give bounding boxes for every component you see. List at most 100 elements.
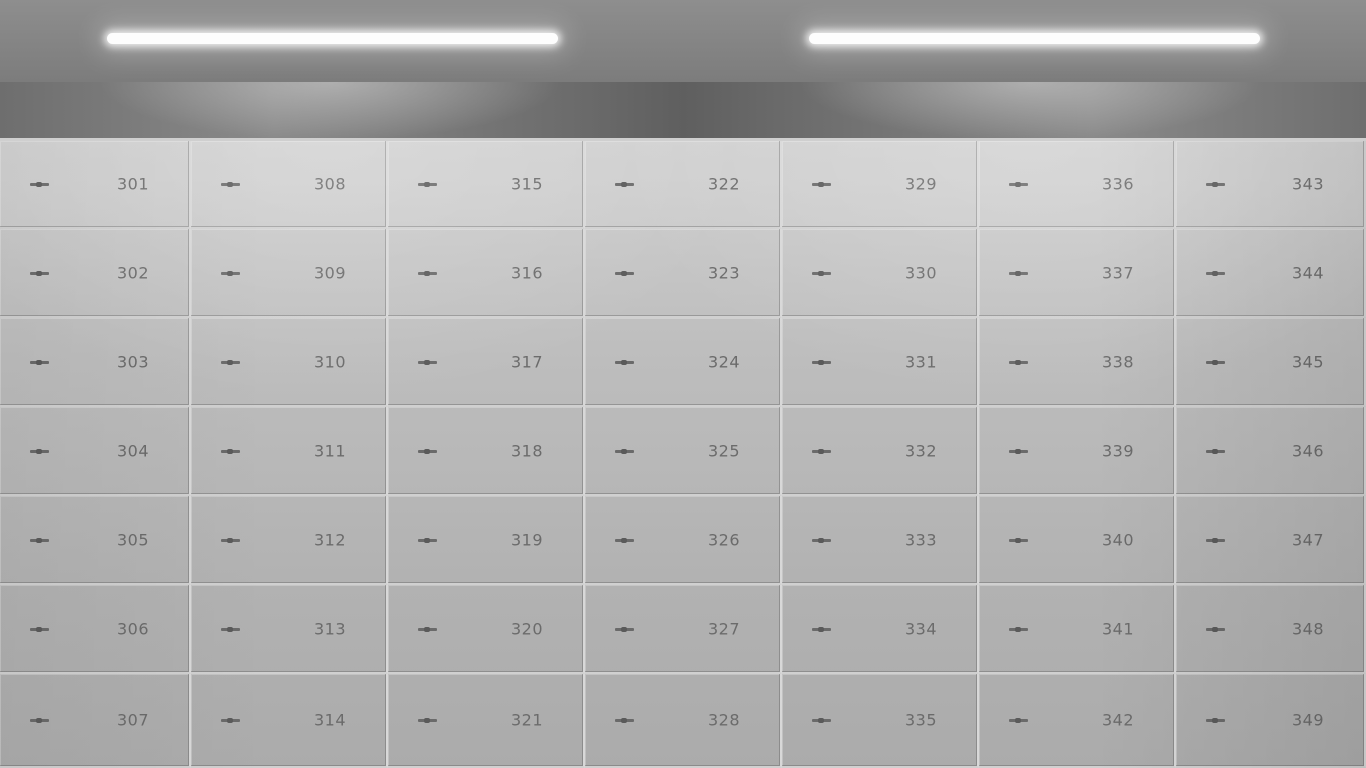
handle-icon[interactable] [1009, 182, 1028, 187]
handle-icon[interactable] [30, 718, 49, 723]
handle-icon[interactable] [1206, 537, 1225, 543]
locker-333[interactable]: 333 [782, 496, 979, 585]
handle-icon[interactable] [30, 182, 49, 187]
locker-324[interactable]: 324 [585, 318, 782, 407]
handle-icon[interactable] [1206, 718, 1225, 723]
handle-icon[interactable] [812, 537, 831, 543]
locker-344[interactable]: 344 [1176, 229, 1366, 318]
handle-icon[interactable] [221, 718, 240, 723]
handle-icon[interactable] [812, 182, 831, 187]
locker-315[interactable]: 315 [388, 141, 585, 229]
locker-318[interactable]: 318 [388, 407, 585, 496]
locker-345[interactable]: 345 [1176, 318, 1366, 407]
locker-325[interactable]: 325 [585, 407, 782, 496]
locker-322[interactable]: 322 [585, 141, 782, 229]
locker-number: 302 [116, 263, 149, 282]
locker-311[interactable]: 311 [191, 407, 388, 496]
handle-icon[interactable] [615, 718, 634, 723]
locker-305[interactable]: 305 [0, 496, 191, 585]
locker-343[interactable]: 343 [1176, 141, 1366, 229]
locker-342[interactable]: 342 [979, 674, 1176, 768]
locker-307[interactable]: 307 [0, 674, 191, 768]
handle-icon[interactable] [812, 270, 831, 276]
locker-310[interactable]: 310 [191, 318, 388, 407]
handle-icon[interactable] [418, 359, 437, 365]
locker-317[interactable]: 317 [388, 318, 585, 407]
locker-316[interactable]: 316 [388, 229, 585, 318]
handle-icon[interactable] [221, 359, 240, 365]
handle-icon[interactable] [221, 626, 240, 632]
locker-326[interactable]: 326 [585, 496, 782, 585]
handle-icon[interactable] [30, 270, 49, 276]
locker-334[interactable]: 334 [782, 585, 979, 674]
locker-309[interactable]: 309 [191, 229, 388, 318]
handle-icon[interactable] [1206, 359, 1225, 365]
locker-329[interactable]: 329 [782, 141, 979, 229]
handle-icon[interactable] [30, 448, 49, 454]
handle-icon[interactable] [1009, 270, 1028, 276]
locker-332[interactable]: 332 [782, 407, 979, 496]
locker-330[interactable]: 330 [782, 229, 979, 318]
handle-icon[interactable] [221, 182, 240, 187]
handle-icon[interactable] [221, 270, 240, 276]
locker-341[interactable]: 341 [979, 585, 1176, 674]
handle-icon[interactable] [221, 537, 240, 543]
locker-335[interactable]: 335 [782, 674, 979, 768]
locker-331[interactable]: 331 [782, 318, 979, 407]
handle-icon[interactable] [418, 448, 437, 454]
handle-icon[interactable] [615, 359, 634, 365]
locker-346[interactable]: 346 [1176, 407, 1366, 496]
handle-icon[interactable] [418, 182, 437, 187]
locker-302[interactable]: 302 [0, 229, 191, 318]
handle-icon[interactable] [221, 448, 240, 454]
locker-347[interactable]: 347 [1176, 496, 1366, 585]
locker-337[interactable]: 337 [979, 229, 1176, 318]
locker-338[interactable]: 338 [979, 318, 1176, 407]
handle-icon[interactable] [1009, 626, 1028, 632]
handle-icon[interactable] [1009, 448, 1028, 454]
locker-319[interactable]: 319 [388, 496, 585, 585]
handle-icon[interactable] [812, 718, 831, 723]
handle-icon[interactable] [418, 626, 437, 632]
handle-icon[interactable] [615, 270, 634, 276]
handle-icon[interactable] [812, 448, 831, 454]
locker-348[interactable]: 348 [1176, 585, 1366, 674]
locker-308[interactable]: 308 [191, 141, 388, 229]
handle-icon[interactable] [1206, 448, 1225, 454]
handle-icon[interactable] [1009, 718, 1028, 723]
locker-327[interactable]: 327 [585, 585, 782, 674]
locker-336[interactable]: 336 [979, 141, 1176, 229]
locker-number: 316 [510, 263, 543, 282]
handle-icon[interactable] [418, 718, 437, 723]
handle-icon[interactable] [615, 182, 634, 187]
locker-323[interactable]: 323 [585, 229, 782, 318]
handle-icon[interactable] [1009, 537, 1028, 543]
handle-icon[interactable] [812, 626, 831, 632]
handle-icon[interactable] [30, 626, 49, 632]
locker-303[interactable]: 303 [0, 318, 191, 407]
locker-328[interactable]: 328 [585, 674, 782, 768]
locker-304[interactable]: 304 [0, 407, 191, 496]
locker-301[interactable]: 301 [0, 141, 191, 229]
handle-icon[interactable] [1009, 359, 1028, 365]
handle-icon[interactable] [30, 359, 49, 365]
handle-icon[interactable] [615, 626, 634, 632]
handle-icon[interactable] [30, 537, 49, 543]
locker-314[interactable]: 314 [191, 674, 388, 768]
handle-icon[interactable] [615, 537, 634, 543]
locker-312[interactable]: 312 [191, 496, 388, 585]
handle-icon[interactable] [1206, 626, 1225, 632]
handle-icon[interactable] [812, 359, 831, 365]
handle-icon[interactable] [418, 270, 437, 276]
locker-313[interactable]: 313 [191, 585, 388, 674]
handle-icon[interactable] [615, 448, 634, 454]
locker-339[interactable]: 339 [979, 407, 1176, 496]
handle-icon[interactable] [1206, 270, 1225, 276]
locker-306[interactable]: 306 [0, 585, 191, 674]
handle-icon[interactable] [1206, 182, 1225, 187]
locker-320[interactable]: 320 [388, 585, 585, 674]
handle-icon[interactable] [418, 537, 437, 543]
locker-321[interactable]: 321 [388, 674, 585, 768]
locker-349[interactable]: 349 [1176, 674, 1366, 768]
locker-340[interactable]: 340 [979, 496, 1176, 585]
